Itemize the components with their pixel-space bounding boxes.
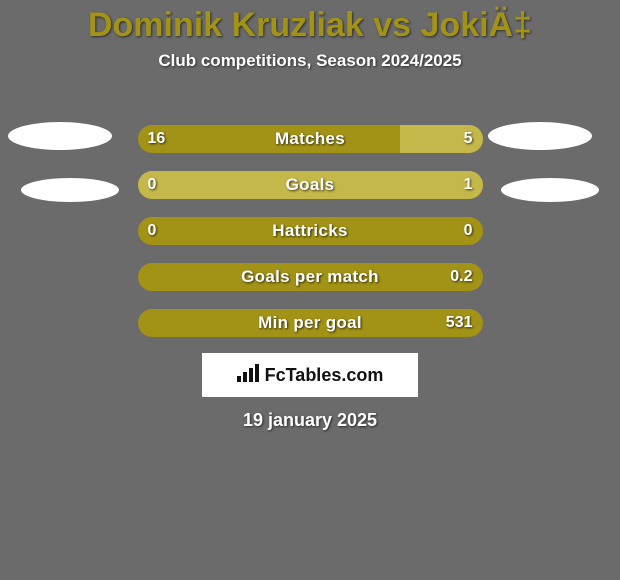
stats-chart: Matches165Goals01Hattricks00Goals per ma…: [0, 116, 620, 346]
stat-label: Hattricks: [138, 217, 483, 245]
stat-value-right: 0.2: [450, 263, 472, 291]
stat-label: Goals: [138, 171, 483, 199]
logo-text: FcTables.com: [265, 365, 384, 386]
stat-label: Matches: [138, 125, 483, 153]
left-player-ellipse: [21, 178, 119, 202]
page-subtitle: Club competitions, Season 2024/2025: [0, 51, 620, 71]
snapshot-date: 19 january 2025: [0, 410, 620, 431]
stat-label: Goals per match: [138, 263, 483, 291]
stat-label: Min per goal: [138, 309, 483, 337]
stat-value-right: 531: [446, 309, 473, 337]
stat-value-left: 0: [148, 217, 157, 245]
comparison-infographic: Dominik Kruzliak vs JokiÄ‡ Club competit…: [0, 0, 620, 580]
left-player-ellipse: [8, 122, 112, 150]
stat-bar: Goals0 1: [138, 171, 483, 199]
stat-row: Min per goal531: [0, 300, 620, 346]
stat-bar: Hattricks0 0: [138, 217, 483, 245]
stat-bar: Min per goal531: [138, 309, 483, 337]
stat-bar: Matches16 5: [138, 125, 483, 153]
stat-value-right: 1: [464, 171, 473, 199]
stat-bar: Goals per match0.2: [138, 263, 483, 291]
stat-value-right: 5: [464, 125, 473, 153]
fctables-logo: FcTables.com: [202, 353, 418, 397]
stat-value-right: 0: [464, 217, 473, 245]
stat-value-left: 0: [148, 171, 157, 199]
logo-bars-icon: [237, 364, 259, 387]
right-player-ellipse: [501, 178, 599, 202]
stat-row: Hattricks0 0: [0, 208, 620, 254]
stat-row: Goals per match0.2: [0, 254, 620, 300]
stat-value-left: 16: [148, 125, 166, 153]
page-title: Dominik Kruzliak vs JokiÄ‡: [0, 0, 620, 45]
right-player-ellipse: [488, 122, 592, 150]
